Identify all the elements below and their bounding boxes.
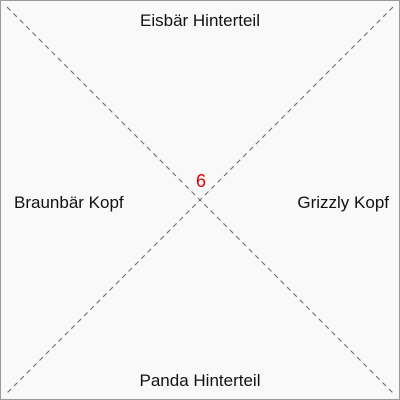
edge-label-top: Eisbär Hinterteil: [140, 11, 260, 30]
edge-label-left: Braunbär Kopf: [14, 193, 124, 212]
diagonal-line-tr-bl: [6, 6, 394, 394]
edge-label-bottom: Panda Hinterteil: [139, 371, 261, 390]
tile-number: 6: [195, 171, 206, 191]
edge-label-right: Grizzly Kopf: [297, 193, 389, 212]
